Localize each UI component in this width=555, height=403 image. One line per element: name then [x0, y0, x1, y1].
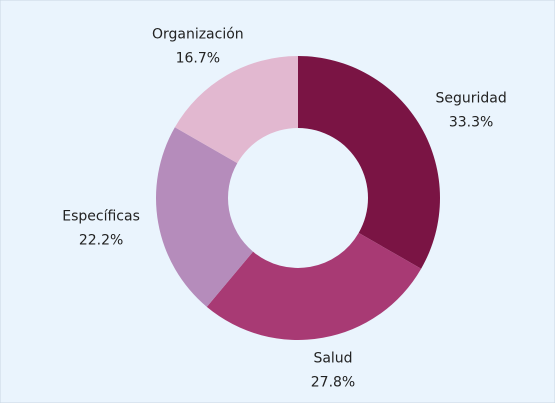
slice	[174, 56, 298, 164]
slice-label: Seguridad	[435, 90, 506, 106]
value-label: 16.7%	[176, 51, 220, 67]
slice	[156, 127, 254, 307]
value-label: 22.2%	[79, 233, 123, 249]
slice	[298, 56, 440, 269]
slice	[206, 232, 422, 341]
value-label: 33.3%	[449, 114, 493, 130]
slice-label: Específicas	[62, 209, 140, 225]
slice-label: Organización	[152, 27, 244, 43]
slice-label: Salud	[313, 350, 352, 366]
value-label: 27.8%	[311, 374, 355, 390]
